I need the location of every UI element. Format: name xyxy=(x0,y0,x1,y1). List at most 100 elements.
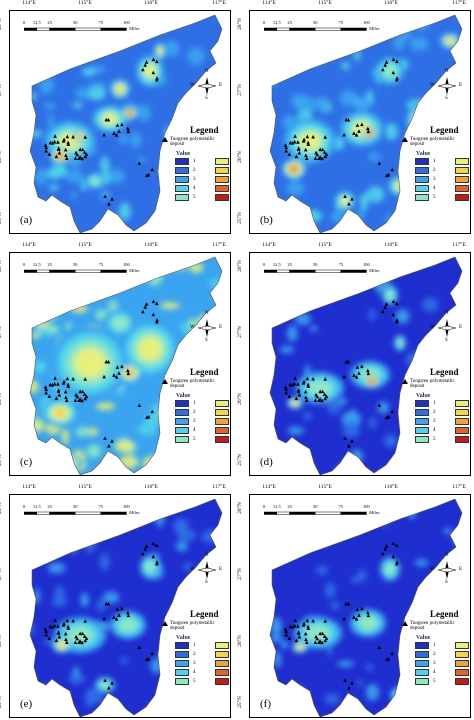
deposit-marker xyxy=(126,368,130,373)
compass-label: N xyxy=(445,553,449,558)
legend-value-title: Value xyxy=(416,151,431,157)
deposit-marker xyxy=(344,117,349,122)
raster-cell xyxy=(159,217,171,228)
north-arrow-icon: N S W E xyxy=(190,553,222,585)
deposit-marker xyxy=(44,390,48,395)
deposit-marker xyxy=(50,625,55,629)
deposit-marker xyxy=(107,685,111,690)
scale-segment xyxy=(314,511,342,515)
legend-item: 9 xyxy=(215,427,230,434)
raster-cell xyxy=(324,693,340,705)
longitude-label: 117°E xyxy=(212,484,226,490)
legend-swatch xyxy=(175,167,189,174)
hotspot-ring xyxy=(128,111,132,115)
raster-cell xyxy=(32,311,53,328)
hotspot-ring xyxy=(446,38,454,44)
map-panel: 114°E 115°E 116°E 117°E 28°N 27°N 26°N 25°N 0 12.… xyxy=(0,0,232,236)
legend-swatch xyxy=(415,185,429,192)
compass-label: E xyxy=(219,83,223,88)
compass-label: E xyxy=(459,567,463,572)
deposit-marker xyxy=(83,135,88,139)
raster-cell xyxy=(71,283,84,295)
compass-label: S xyxy=(445,580,448,585)
scale-tick-label: 0 xyxy=(262,262,266,267)
compass-label: N xyxy=(205,69,209,74)
deposit-marker xyxy=(320,398,324,403)
deposit-marker xyxy=(344,359,349,364)
compass-label: S xyxy=(205,96,208,101)
deposit-marker xyxy=(43,143,48,147)
longitude-label: 115°E xyxy=(78,484,92,490)
scale-tick-label: 0 xyxy=(262,20,266,25)
legend-item: 3 xyxy=(415,418,455,425)
raster-cell xyxy=(62,428,69,445)
deposit-marker xyxy=(350,681,354,685)
deposit-marker xyxy=(314,150,318,155)
deposit-marker xyxy=(381,309,385,314)
raster-cell xyxy=(337,660,355,668)
raster-cell xyxy=(436,701,447,716)
deposit-marker xyxy=(318,389,323,394)
compass-label: W xyxy=(430,325,435,330)
deposit-marker xyxy=(66,384,71,389)
deposit-marker xyxy=(137,161,142,166)
legend-grid: 1 6 2 7 3 8 4 9 5 10 xyxy=(415,158,470,201)
map-frame: 0 12.5 25 50 75 100 Miles N S W E Legend Tungsten po… xyxy=(9,252,231,476)
scale-unit-label: Miles xyxy=(129,26,140,31)
deposit-marker xyxy=(303,147,308,152)
raster-cell xyxy=(348,409,357,418)
deposit-marker xyxy=(284,145,288,150)
legend-item-label: 3 xyxy=(433,419,436,424)
raster-cell xyxy=(411,18,431,31)
legend-swatch xyxy=(455,418,469,425)
legend-deposit-entry: Tungsten polymetallic deposit xyxy=(162,621,230,631)
deposit-marker xyxy=(391,541,396,546)
scale-tick-label: 50 xyxy=(312,20,318,25)
deposit-marker xyxy=(47,394,52,398)
deposit-marker xyxy=(284,390,288,395)
deposit-marker xyxy=(62,379,66,384)
raster-cell xyxy=(40,522,51,534)
compass-ew xyxy=(437,325,457,331)
scale-tick-label: 25 xyxy=(287,504,292,509)
scale-bar-graphic xyxy=(23,27,127,31)
scale-tick-label: 12.5 xyxy=(272,262,281,267)
deposit-marker xyxy=(103,678,107,683)
north-arrow-icon: N S W E xyxy=(430,69,462,101)
latitude-label: 26°N xyxy=(236,635,243,647)
raster-cell xyxy=(85,687,104,704)
legend-swatch xyxy=(175,651,189,658)
deposit-marker xyxy=(83,396,88,401)
deposit-marker xyxy=(296,382,300,386)
deposit-marker xyxy=(71,134,75,139)
hotspot-layer xyxy=(52,555,160,693)
legend-item: 9 xyxy=(215,185,230,192)
legend-swatch xyxy=(175,436,189,443)
raster-cell xyxy=(106,168,126,184)
deposit-marker xyxy=(383,63,387,67)
legend-item: 2 xyxy=(175,409,215,416)
deposit-marker xyxy=(303,631,308,636)
legend-swatch xyxy=(415,167,429,174)
deposit-marker xyxy=(48,140,53,145)
deposit-marker xyxy=(323,619,328,623)
latitude-label: 28°N xyxy=(236,18,243,30)
deposit-marker xyxy=(360,364,364,369)
scale-segment xyxy=(289,269,316,273)
scale-bar: 0 12.5 25 50 75 100 Miles xyxy=(262,19,380,37)
scale-segment xyxy=(36,269,50,273)
raster-cell xyxy=(324,524,335,537)
deposit-marker xyxy=(43,385,48,389)
legend-deposit-entry: Tungsten polymetallic deposit xyxy=(402,621,470,631)
legend-swatch xyxy=(455,167,469,174)
legend-item: 2 xyxy=(415,651,455,658)
deposit-marker xyxy=(352,373,356,377)
deposit-marker xyxy=(115,365,120,369)
deposit-marker xyxy=(112,615,116,619)
scale-tick-label: 12.5 xyxy=(272,20,281,25)
scale-tick-label: 50 xyxy=(72,20,78,25)
scale-segment xyxy=(289,27,316,31)
latitude-label: 26°N xyxy=(236,151,243,163)
compass-label: S xyxy=(205,580,208,585)
legend-deposit-entry: Tungsten polymetallic deposit xyxy=(162,379,230,389)
